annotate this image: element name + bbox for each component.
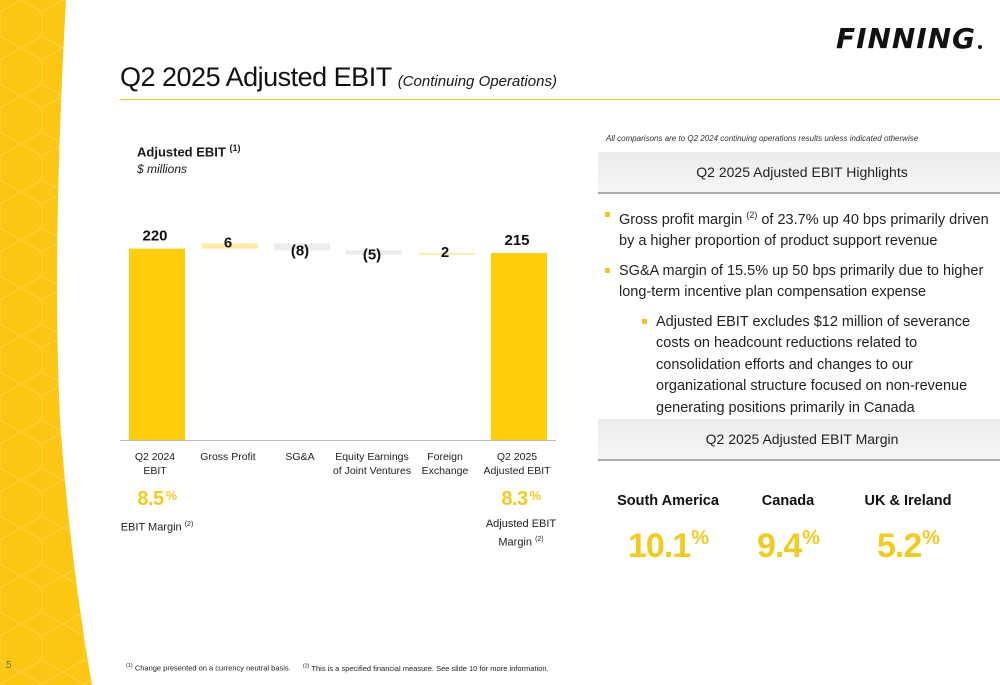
margin-section-header: Q2 2025 Adjusted EBIT Margin	[598, 419, 1000, 461]
region-margin-value: 10.1%	[628, 527, 709, 565]
highlight-severance: Adjusted EBIT excludes $12 million of se…	[641, 312, 994, 420]
region-canada: Canada 9.4%	[718, 493, 858, 566]
chart-title: Adjusted EBIT (1)	[137, 143, 241, 160]
category-label-5: Q2 2025 Adjusted EBIT	[483, 451, 551, 477]
bar-0	[129, 248, 185, 440]
bar-2	[274, 243, 330, 251]
region-name: South America	[617, 493, 719, 509]
data-label-2: (8)	[291, 242, 309, 259]
category-label-2: SG&A	[285, 451, 314, 463]
data-label-0: 220	[142, 228, 167, 245]
region-south-america: South America 10.1%	[598, 493, 738, 566]
region-uk-ireland: UK & Ireland 5.2%	[838, 493, 978, 566]
side-decorative-band	[0, 0, 92, 685]
bar-1	[202, 243, 258, 249]
region-margin-value: 9.4%	[756, 527, 820, 565]
highlight-sga: SG&A margin of 15.5% up 50 bps primarily…	[604, 261, 994, 304]
data-label-1: 6	[224, 234, 232, 251]
ebit-margin-2024-value: 8.5%	[137, 488, 177, 510]
highlight-gross-profit: Gross profit margin (2) of 23.7% up 40 b…	[604, 205, 994, 253]
ebit-margin-2025: 8.3% Adjusted EBIT Margin (2)	[477, 488, 565, 551]
chart-header: Adjusted EBIT (1) $ millions	[137, 143, 240, 176]
bar-3	[346, 250, 402, 255]
highlights-header: Q2 2025 Adjusted EBIT Highlights	[598, 152, 1000, 194]
data-label-5: 215	[504, 232, 529, 249]
region-name: UK & Ireland	[864, 493, 952, 509]
ebit-margin-2024-label: EBIT Margin (2)	[120, 521, 194, 534]
footnotes: (1) Change presented on a currency neutr…	[126, 663, 549, 673]
region-name: Canada	[761, 493, 815, 509]
data-label-3: (5)	[363, 247, 381, 264]
chart-unit: $ millions	[137, 162, 188, 177]
ebit-margin-2025-label: Adjusted EBIT Margin (2)	[485, 518, 557, 549]
category-label-3: Equity Earnings of Joint Ventures	[333, 451, 411, 477]
category-label-0: Q2 2024 EBIT	[135, 451, 175, 477]
page-title: Q2 2025 Adjusted EBIT	[120, 62, 392, 92]
comparison-note: All comparisons are to Q2 2024 continuin…	[606, 134, 919, 143]
ebit-margin-2025-value: 8.3%	[501, 488, 541, 510]
data-label-4: 2	[441, 244, 449, 261]
page-subtitle: (Continuing Operations)	[397, 73, 557, 90]
bar-4	[419, 252, 475, 255]
category-label-1: Gross Profit	[200, 451, 256, 463]
category-label-4: Foreign Exchange	[422, 451, 469, 477]
finning-logo: FINNING	[836, 22, 982, 52]
region-margin-value: 5.2%	[876, 527, 940, 565]
bar-5	[491, 252, 547, 440]
svg-text:FINNING: FINNING	[836, 22, 976, 52]
ebit-margin-2024: 8.5% EBIT Margin (2)	[116, 488, 198, 536]
title-bar: Q2 2025 Adjusted EBIT (Continuing Operati…	[120, 62, 1000, 100]
highlights-list: Gross profit margin (2) of 23.7% up 40 b…	[604, 205, 994, 427]
page-number: 5	[6, 660, 12, 671]
